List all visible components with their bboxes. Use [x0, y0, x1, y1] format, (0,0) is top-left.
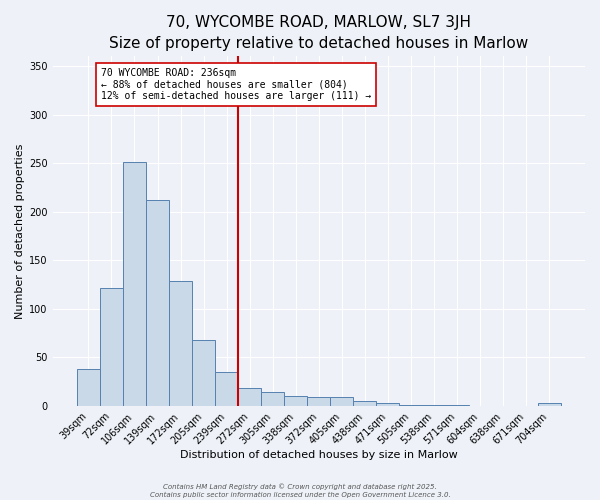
Bar [146, 200, 169, 406]
Bar [446, 405, 469, 406]
X-axis label: Distribution of detached houses by size in Marlow: Distribution of detached houses by size … [180, 450, 458, 460]
Bar [353, 401, 376, 406]
Bar [77, 369, 100, 406]
Bar [169, 280, 192, 406]
Bar [192, 340, 215, 406]
Title: 70, WYCOMBE ROAD, MARLOW, SL7 3JH
Size of property relative to detached houses i: 70, WYCOMBE ROAD, MARLOW, SL7 3JH Size o… [109, 15, 529, 51]
Bar [215, 372, 238, 406]
Bar [538, 403, 561, 406]
Y-axis label: Number of detached properties: Number of detached properties [15, 144, 25, 319]
Bar [331, 397, 353, 406]
Bar [284, 396, 307, 406]
Bar [307, 397, 331, 406]
Bar [422, 405, 446, 406]
Bar [123, 162, 146, 406]
Text: Contains HM Land Registry data © Crown copyright and database right 2025.
Contai: Contains HM Land Registry data © Crown c… [149, 484, 451, 498]
Bar [400, 405, 422, 406]
Bar [100, 288, 123, 406]
Bar [376, 403, 400, 406]
Text: 70 WYCOMBE ROAD: 236sqm
← 88% of detached houses are smaller (804)
12% of semi-d: 70 WYCOMBE ROAD: 236sqm ← 88% of detache… [101, 68, 371, 101]
Bar [238, 388, 261, 406]
Bar [261, 392, 284, 406]
